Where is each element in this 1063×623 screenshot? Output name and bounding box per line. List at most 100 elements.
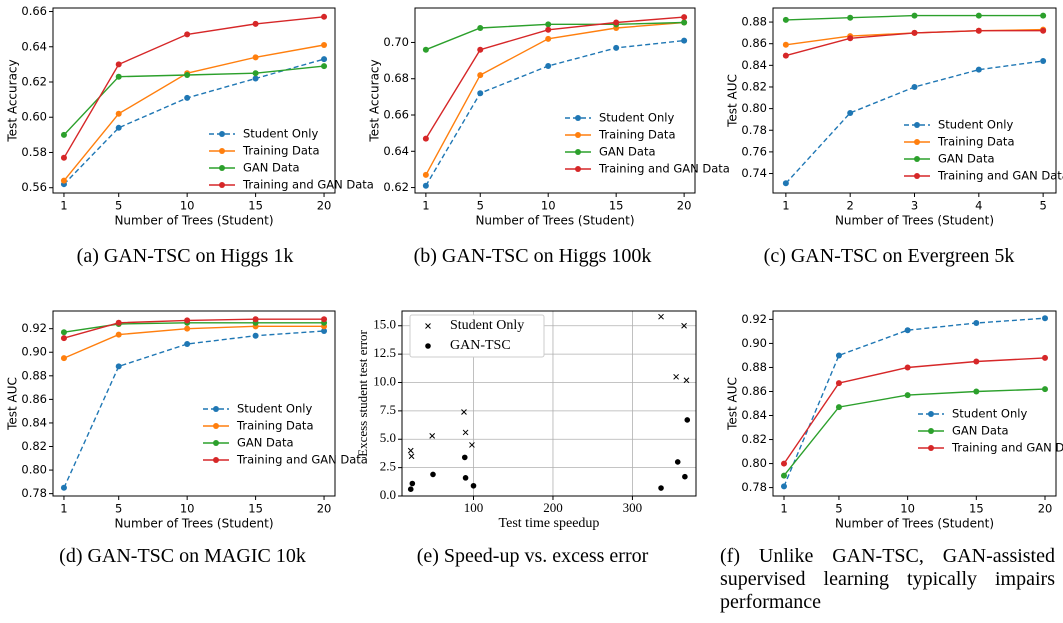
data-point bbox=[1040, 12, 1047, 19]
scatter-point-dot bbox=[674, 459, 681, 465]
plot-frame bbox=[772, 310, 1057, 497]
y-tick-label: 0.62 bbox=[383, 180, 409, 194]
data-point bbox=[1042, 354, 1049, 361]
plot-frame bbox=[414, 7, 696, 194]
scatter-point-x bbox=[429, 432, 436, 439]
legend-marker bbox=[213, 457, 219, 463]
y-tick-label: 0.80 bbox=[741, 101, 767, 115]
caption-a: (a) GAN-TSC on Higgs 1k bbox=[76, 245, 294, 267]
x-tick-label: 1 bbox=[422, 199, 429, 213]
data-point bbox=[184, 317, 191, 324]
data-point bbox=[613, 44, 620, 51]
legend-label: Training Data bbox=[242, 144, 320, 158]
data-point bbox=[252, 332, 259, 339]
legend-marker bbox=[914, 122, 920, 128]
y-tick-label: 0.92 bbox=[741, 312, 767, 326]
x-tick-label: 15 bbox=[969, 502, 984, 516]
data-point bbox=[1042, 386, 1049, 393]
chart-panel-f: 1 5 10 15 20 0.78 0.80 0.82 0.84 0.86 0.88 0.90 0.92… bbox=[715, 303, 1063, 533]
y-tick-label: 10.0 bbox=[373, 373, 396, 388]
y-tick-label: 0.58 bbox=[21, 145, 47, 159]
legend-label: GAN-TSC bbox=[450, 338, 511, 353]
y-tick-label: 0.66 bbox=[383, 108, 409, 122]
legend-label: Student Only bbox=[237, 402, 312, 416]
data-point bbox=[973, 388, 980, 395]
y-tick-label: 0.88 bbox=[21, 368, 47, 382]
data-point bbox=[782, 41, 789, 48]
y-tick-label: 0.86 bbox=[21, 392, 47, 406]
legend-marker bbox=[219, 165, 225, 171]
y-tick-label: 0.70 bbox=[383, 35, 409, 49]
data-point bbox=[422, 171, 429, 178]
y-tick-label: 7.5 bbox=[380, 402, 396, 417]
data-point bbox=[847, 14, 854, 21]
data-point bbox=[782, 180, 789, 187]
legend-label: Training and GAN Data bbox=[937, 169, 1063, 183]
data-point bbox=[184, 94, 191, 101]
legend-marker bbox=[219, 148, 225, 154]
legend-marker bbox=[213, 406, 219, 412]
data-point bbox=[1040, 27, 1047, 34]
data-point bbox=[477, 90, 484, 97]
y-tick-label: 0.74 bbox=[741, 166, 767, 180]
legend-marker bbox=[213, 423, 219, 429]
x-tick-label: 5 bbox=[1039, 199, 1046, 213]
legend-marker-x bbox=[425, 323, 431, 329]
x-axis-label: Number of Trees (Student) bbox=[835, 214, 994, 228]
chart-f-svg: 1 5 10 15 200.780.800.820.840.860.880.900.92… bbox=[726, 310, 1063, 531]
y-tick-label: 0.78 bbox=[741, 480, 767, 494]
y-tick-label: 0.84 bbox=[741, 58, 767, 72]
legend-label: Training and GAN Data bbox=[598, 162, 730, 176]
x-tick-label: 10 bbox=[900, 502, 915, 516]
legend-marker bbox=[575, 115, 581, 121]
x-tick-label: 15 bbox=[248, 199, 263, 213]
legend-label: Student Only bbox=[450, 318, 524, 333]
y-axis-label: Test AUC bbox=[726, 377, 740, 431]
series-line bbox=[425, 21, 685, 51]
data-point bbox=[115, 331, 122, 338]
data-point bbox=[681, 37, 688, 44]
data-point bbox=[477, 24, 484, 31]
y-tick-label: 0.80 bbox=[741, 456, 767, 470]
data-point bbox=[911, 83, 918, 90]
x-tick-label: 15 bbox=[609, 199, 624, 213]
data-point bbox=[252, 20, 259, 27]
series-line bbox=[783, 317, 1046, 487]
y-tick-label: 0.86 bbox=[741, 36, 767, 50]
legend-marker bbox=[575, 166, 581, 172]
x-tick-label: 20 bbox=[677, 199, 692, 213]
y-tick-label: 0.82 bbox=[741, 79, 767, 93]
scatter-point-dot bbox=[462, 475, 469, 481]
legend-label: Student Only bbox=[599, 111, 674, 125]
x-tick-label: 1 bbox=[60, 199, 67, 213]
data-point bbox=[835, 380, 842, 387]
data-point bbox=[545, 21, 552, 28]
y-tick-label: 0.60 bbox=[21, 110, 47, 124]
data-point bbox=[115, 61, 122, 68]
scatter-point-dot bbox=[658, 485, 664, 491]
x-tick-label: 10 bbox=[180, 199, 195, 213]
x-tick-label: 3 bbox=[911, 199, 918, 213]
y-tick-label: 0.84 bbox=[741, 408, 767, 422]
y-tick-label: 0.82 bbox=[741, 432, 767, 446]
legend-label: Student Only bbox=[243, 127, 318, 141]
data-point bbox=[477, 46, 484, 53]
y-tick-label: 0.92 bbox=[21, 321, 47, 335]
data-point bbox=[782, 16, 789, 23]
data-point bbox=[847, 35, 854, 42]
scatter-point-x bbox=[469, 442, 475, 448]
data-point bbox=[681, 19, 688, 26]
x-tick-label: 10 bbox=[541, 199, 556, 213]
caption-d: (d) GAN-TSC on MAGIC 10k bbox=[59, 545, 306, 567]
legend-marker bbox=[928, 445, 934, 451]
legend-label: GAN Data bbox=[938, 152, 995, 166]
data-point bbox=[60, 177, 67, 184]
data-point bbox=[422, 182, 429, 189]
scatter-point-x bbox=[462, 429, 469, 436]
y-tick-label: 0.90 bbox=[741, 336, 767, 350]
y-tick-label: 0.78 bbox=[741, 123, 767, 137]
y-tick-label: 0.62 bbox=[21, 75, 47, 89]
chart-c-svg: 1 2 3 4 5 0.74 0.76 0.78 0.80 0.82 0.84 0.86 0.88 Num… bbox=[726, 7, 1063, 228]
y-axis-label: Excess student test error bbox=[355, 329, 370, 456]
